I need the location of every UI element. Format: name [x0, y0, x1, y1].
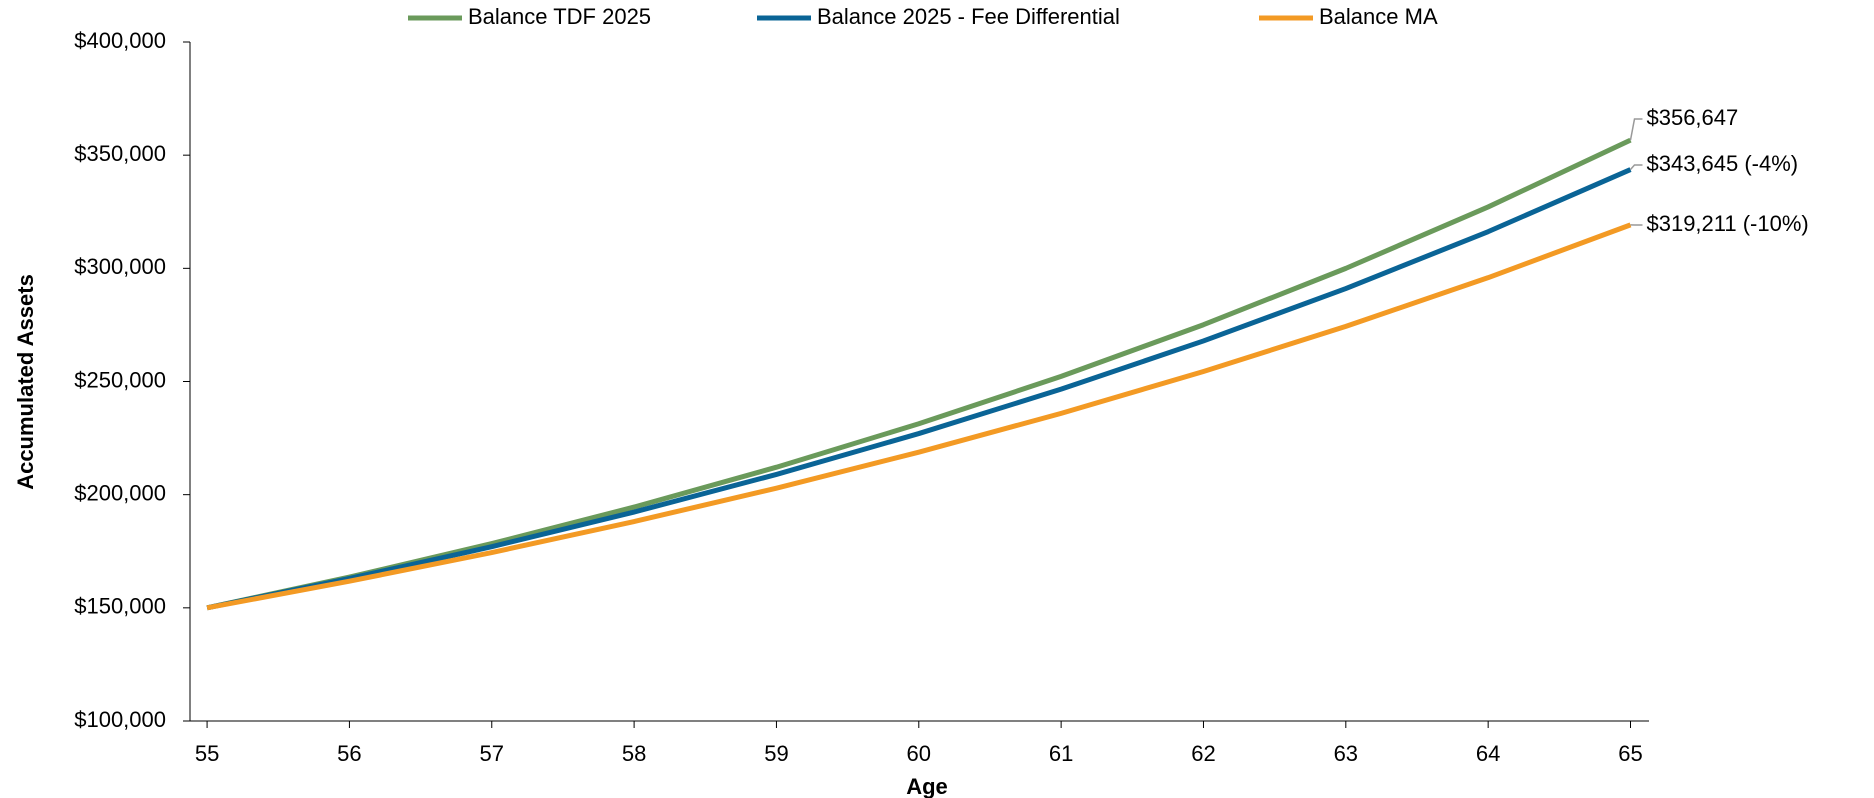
- x-tick-label: 55: [195, 741, 219, 766]
- y-axis-title: Accumulated Assets: [13, 274, 38, 490]
- x-tick-label: 56: [337, 741, 361, 766]
- data-label: $356,647: [1646, 105, 1738, 130]
- y-tick-label: $350,000: [74, 141, 166, 166]
- x-tick-label: 63: [1334, 741, 1358, 766]
- x-tick-label: 59: [764, 741, 788, 766]
- x-tick-label: 65: [1618, 741, 1642, 766]
- y-tick-label: $250,000: [74, 367, 166, 392]
- legend-label: Balance TDF 2025: [468, 4, 651, 29]
- series-line: [206, 167, 1632, 611]
- x-axis-title: Age: [906, 774, 948, 798]
- x-tick-label: 57: [480, 741, 504, 766]
- series-line: [206, 222, 1632, 611]
- x-tick-label: 58: [622, 741, 646, 766]
- y-tick-label: $100,000: [74, 707, 166, 732]
- x-tick-label: 61: [1049, 741, 1073, 766]
- x-tick-label: 60: [907, 741, 931, 766]
- data-label: $343,645 (-4%): [1646, 151, 1798, 176]
- x-tick-label: 64: [1476, 741, 1500, 766]
- legend-label: Balance 2025 - Fee Differential: [817, 4, 1120, 29]
- legend-label: Balance MA: [1319, 4, 1438, 29]
- data-label: $319,211 (-10%): [1646, 211, 1808, 236]
- series-line: [206, 137, 1632, 611]
- y-tick-label: $150,000: [74, 594, 166, 619]
- y-tick-label: $400,000: [74, 28, 166, 53]
- y-tick-label: $200,000: [74, 480, 166, 505]
- label-leader: [1629, 118, 1643, 141]
- label-leader: [1629, 164, 1643, 171]
- y-tick-label: $300,000: [74, 254, 166, 279]
- x-tick-label: 62: [1191, 741, 1215, 766]
